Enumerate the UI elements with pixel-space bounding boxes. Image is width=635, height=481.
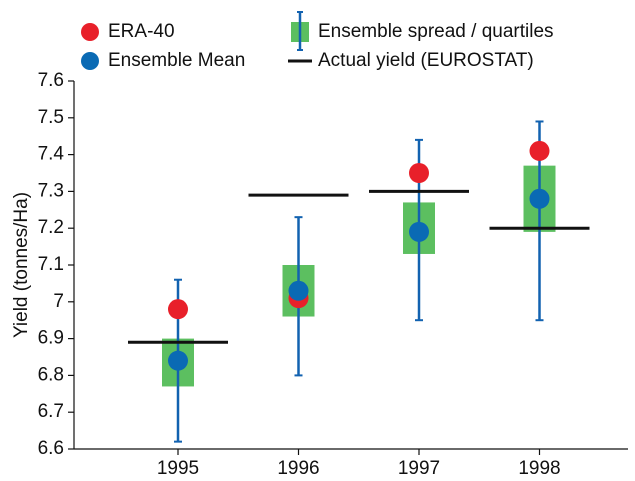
y-tick-label: 7.1	[38, 254, 64, 275]
legend-label: Ensemble Mean	[108, 50, 245, 71]
y-tick-label: 7.2	[38, 217, 64, 238]
y-tick-label: 7.5	[38, 107, 64, 128]
legend-glyph	[81, 23, 99, 41]
legend-label: Ensemble spread / quartiles	[318, 21, 554, 42]
x-tick-label: 1996	[277, 458, 319, 479]
y-tick-label: 7	[53, 291, 64, 312]
y-tick-label: 6.7	[38, 401, 64, 422]
dot	[529, 140, 550, 161]
y-tick-label: 7.4	[38, 144, 65, 165]
dot	[288, 280, 309, 301]
x-tick-label: 1998	[518, 458, 560, 479]
y-tick-label: 7.3	[38, 180, 64, 201]
y-axis-label: Yield (tonnes/Ha)	[11, 192, 32, 338]
legend-label: ERA-40	[108, 21, 175, 42]
y-tick-label: 6.9	[38, 328, 64, 349]
dot	[168, 350, 188, 371]
dot	[409, 221, 429, 242]
dot	[409, 163, 429, 183]
y-tick-label: 7.6	[38, 70, 64, 91]
y-tick-label: 6.6	[38, 438, 64, 459]
x-tick-label: 1997	[398, 458, 440, 479]
y-tick-label: 6.8	[38, 364, 64, 385]
dot	[529, 188, 550, 209]
dot	[168, 299, 188, 320]
legend-label: Actual yield (EUROSTAT)	[318, 50, 534, 71]
legend-glyph	[81, 52, 99, 70]
x-tick-label: 1995	[157, 458, 199, 479]
